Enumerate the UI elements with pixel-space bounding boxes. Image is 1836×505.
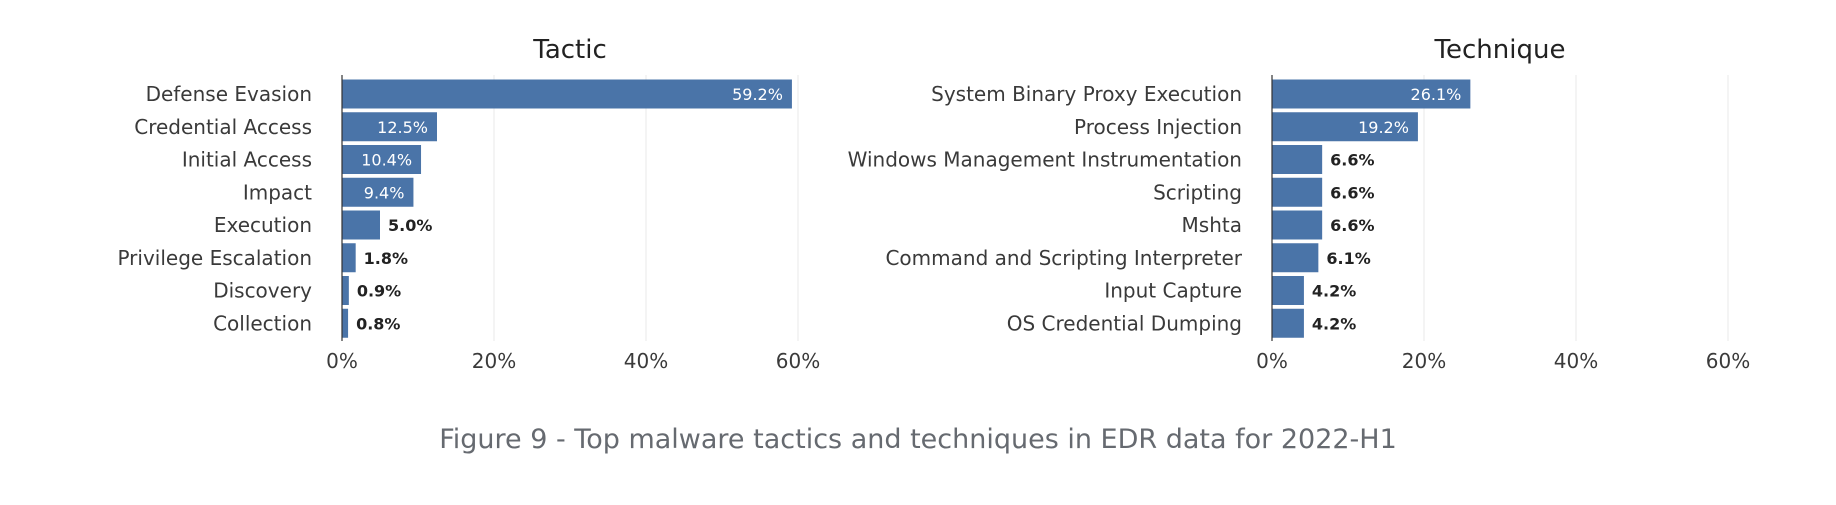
tactic-x-tick-label: 0% — [326, 349, 358, 373]
technique-bar — [1272, 276, 1304, 305]
tactic-bar — [342, 276, 349, 305]
technique-x-tick-label: 60% — [1706, 349, 1750, 373]
technique-x-tick-label: 40% — [1554, 349, 1598, 373]
tactic-x-tick-label: 60% — [776, 349, 820, 373]
technique-bar — [1272, 79, 1471, 109]
technique-bar — [1272, 112, 1418, 142]
tactic-bar — [342, 308, 349, 338]
technique-x-tick-label: 20% — [1402, 349, 1446, 373]
technique-value-label: 19.2% — [1358, 118, 1409, 137]
tactic-bar — [342, 145, 422, 174]
technique-value-label: 26.1% — [1411, 85, 1462, 104]
technique-x-tick-label: 0% — [1256, 349, 1288, 373]
tactic-value-label: 59.2% — [732, 85, 783, 104]
technique-value-label: 6.1% — [1326, 249, 1370, 268]
tactic-category-label: Impact — [243, 180, 312, 204]
tactic-value-label: 12.5% — [377, 118, 428, 137]
technique-value-label: 6.6% — [1330, 183, 1374, 202]
tactic-category-label: Initial Access — [182, 148, 312, 172]
technique-bar — [1272, 210, 1323, 240]
technique-bar — [1272, 177, 1323, 207]
technique-title: Technique — [1434, 35, 1566, 65]
technique-category-label: Input Capture — [1104, 279, 1242, 303]
tactic-category-label: Discovery — [213, 279, 312, 303]
tactic-bar — [342, 112, 437, 142]
technique-category-label: Mshta — [1182, 213, 1242, 237]
tactic-category-label: Collection — [213, 311, 312, 335]
tactic-bar — [342, 79, 792, 109]
tactic-value-label: 0.8% — [356, 314, 400, 333]
tactic-x-tick-label: 20% — [472, 349, 516, 373]
technique-category-label: System Binary Proxy Execution — [931, 82, 1242, 106]
technique-category-label: OS Credential Dumping — [1007, 311, 1242, 335]
tactic-category-label: Defense Evasion — [146, 82, 312, 106]
tactic-value-label: 0.9% — [357, 282, 401, 301]
technique-category-label: Windows Management Instrumentation — [848, 148, 1242, 172]
technique-bar — [1272, 308, 1304, 338]
tactic-bar — [342, 177, 414, 207]
figure-caption: Figure 9 - Top malware tactics and techn… — [439, 424, 1397, 455]
tactic-bar — [342, 243, 356, 273]
technique-value-label: 6.6% — [1330, 151, 1374, 170]
technique-value-label: 6.6% — [1330, 216, 1374, 235]
technique-bar — [1272, 243, 1319, 273]
tactic-category-label: Privilege Escalation — [117, 246, 312, 270]
tactic-value-label: 1.8% — [364, 249, 408, 268]
tactic-bar — [342, 210, 380, 240]
tactic-category-label: Execution — [214, 213, 312, 237]
technique-value-label: 4.2% — [1312, 282, 1356, 301]
tactic-category-label: Credential Access — [134, 115, 312, 139]
technique-bar — [1272, 145, 1323, 174]
technique-category-label: Scripting — [1153, 180, 1242, 204]
tactic-value-label: 9.4% — [364, 183, 405, 202]
technique-value-label: 4.2% — [1312, 314, 1356, 333]
tactic-title: Tactic — [532, 35, 607, 65]
tactic-value-label: 10.4% — [361, 151, 412, 170]
tactic-x-tick-label: 40% — [624, 349, 668, 373]
technique-category-label: Process Injection — [1074, 115, 1242, 139]
technique-category-label: Command and Scripting Interpreter — [885, 246, 1242, 270]
tactic-value-label: 5.0% — [388, 216, 432, 235]
